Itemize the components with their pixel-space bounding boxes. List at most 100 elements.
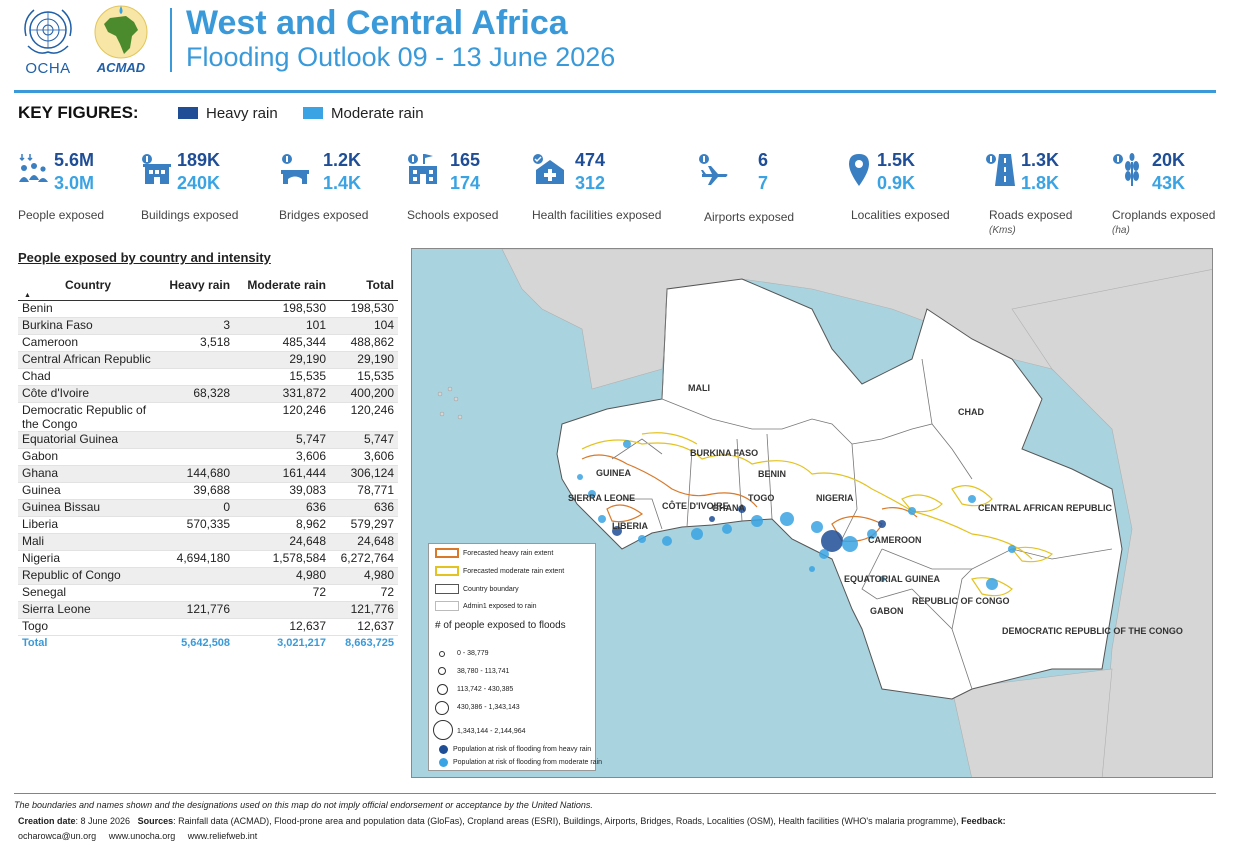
moderate-cell: 1,578,584 [272,550,327,565]
heavy-cell: 570,335 [186,516,231,531]
total-cell: 5,747 [363,431,394,446]
legend-heavy-pop-dot [439,745,448,754]
page-subtitle: Flooding Outlook 09 - 13 June 2026 [186,42,616,72]
map-label: GUINEA [596,468,632,478]
country-cell: Democratic Republic of the Congo [22,402,147,431]
map-label: REPUBLIC OF CONGO [912,596,1010,606]
key-figure-airports: 6 7 Airports exposed [698,148,818,243]
table-row: Ghana 144,680 161,444 306,124 [18,465,398,482]
reliefweb-link[interactable]: www.reliefweb.int [187,831,258,841]
flood-map[interactable]: MALI CHAD BURKINA FASO BENIN NIGERIA GUI… [411,248,1213,778]
table-row: Mali 24,648 24,648 [18,533,398,550]
heavy-cell [158,368,234,385]
key-figure-people: 5.6M 3.0M People exposed [18,148,138,243]
unocha-link[interactable]: www.unocha.org [108,831,176,841]
bridges-moderate-value: 1.4K [323,173,362,193]
table-row: Burkina Faso 3 101 104 [18,317,398,334]
map-label: BENIN [758,469,786,479]
heavy-cell: 68,328 [193,385,231,400]
heavy-rain-label: Heavy rain [206,105,278,122]
legend-size-label: 113,742 - 430,385 [457,686,514,693]
total-cell: 15,535 [357,368,394,383]
table-row: Togo 12,637 12,637 [18,618,398,635]
map-label: NIGERIA [816,493,854,503]
column-header-country[interactable]: Country [65,278,111,292]
school-icon [408,154,437,184]
schools-heavy-value: 165 [450,150,481,170]
acmad-logo-text: ACMAD [96,60,146,75]
feedback-label: Feedback: [961,816,1006,826]
total-cell: 488,862 [350,334,394,349]
moderate-cell: 4,980 [295,567,327,582]
creation-date-label: Creation date [18,816,76,826]
total-cell: 198,530 [350,300,394,315]
table-row: Guinea 39,688 39,083 78,771 [18,482,398,499]
airport-icon [699,154,728,185]
roads-unit: (Kms) [989,225,1016,236]
map-label: CÔTE D'IVOIRE [662,500,729,511]
legend-moderate-extent-swatch [435,566,459,576]
heavy-cell [158,351,234,368]
total-cell: 104 [373,317,394,332]
health-heavy-value: 474 [575,150,606,170]
croplands-heavy-value: 20K [1152,150,1186,170]
map-label: MALI [688,383,710,393]
feedback-email-link[interactable]: ocharowca@un.org [18,831,97,841]
legend-moderate-pop-label: Population at risk of flooding from mode… [453,759,603,766]
total-cell: 6,272,764 [340,550,394,565]
heavy-cell [158,431,234,448]
sort-ascending-icon[interactable]: ▲ [24,292,31,299]
key-figures-title: KEY FIGURES: [18,103,139,122]
map-label: BURKINA FASO [690,448,758,458]
moderate-rain-extent [581,432,1054,597]
map-label: GHANA [712,503,745,513]
health-moderate-value: 312 [575,173,606,193]
health-facility-icon [533,154,564,184]
key-figure-schools: 165 174 Schools exposed [407,148,527,243]
total-cell: 636 [373,499,394,514]
heavy-cell [158,618,234,635]
map-canvas: MALI CHAD BURKINA FASO BENIN NIGERIA GUI… [437,249,1212,777]
health-label: Health facilities exposed [532,208,662,222]
buildings-icon [142,154,171,184]
people-moderate-value: 3.0M [54,173,95,193]
heavy-cell: 4,694,180 [176,550,231,565]
header: OCHA ACMAD West and Central Africa Flood… [0,0,1235,93]
column-header-moderate[interactable]: Moderate rain [247,278,327,292]
buildings-heavy-value: 189K [177,150,221,170]
people-icon [19,154,48,182]
map-label: TOGO [748,493,774,503]
legend-size-circle [437,684,448,695]
footer-credits: Creation date: 8 June 2026 Sources: Rain… [18,814,1018,844]
legend-size-circle [433,720,453,740]
footer-disclaimer: The boundaries and names shown and the d… [14,800,593,810]
table-row: Cameroon 3,518 485,344 488,862 [18,334,398,351]
country-cell: Sierra Leone [22,601,91,616]
total-cell: 78,771 [357,482,394,497]
legend-heavy-extent-swatch [435,548,459,558]
people-heavy-value: 5.6M [54,150,95,170]
map-label: EQUATORIAL GUINEA [844,574,941,584]
moderate-cell: 8,962 [295,516,327,531]
table-row: Equatorial Guinea 5,747 5,747 [18,431,398,448]
country-cell: Ghana [22,465,59,480]
header-divider [170,8,172,72]
croplands-moderate-value: 43K [1152,173,1186,193]
legend-size-circle [435,701,449,715]
column-header-heavy[interactable]: Heavy rain [169,278,231,292]
legend-country-boundary-swatch [435,584,459,594]
airports-moderate-value: 7 [758,173,769,193]
country-cell: Central African Republic [22,351,151,366]
total-label: Total [22,636,48,649]
key-figure-roads: 1.3K 1.8K Roads exposed (Kms) [985,148,1105,243]
moderate-cell: 161,444 [282,465,327,480]
key-figure-health: 474 312 Health facilities exposed [532,148,682,243]
page-title: West and Central Africa [186,4,568,42]
moderate-cell: 3,606 [295,448,327,463]
heavy-rain-swatch [178,107,198,119]
sources-value: : Rainfall data (ACMAD), Flood-prone are… [173,816,959,826]
column-header-total[interactable]: Total [366,278,394,292]
country-cell: Equatorial Guinea [22,431,119,446]
wca-region [556,278,1123,700]
key-figure-croplands: 20K 43K Croplands exposed (ha) [1112,148,1232,243]
